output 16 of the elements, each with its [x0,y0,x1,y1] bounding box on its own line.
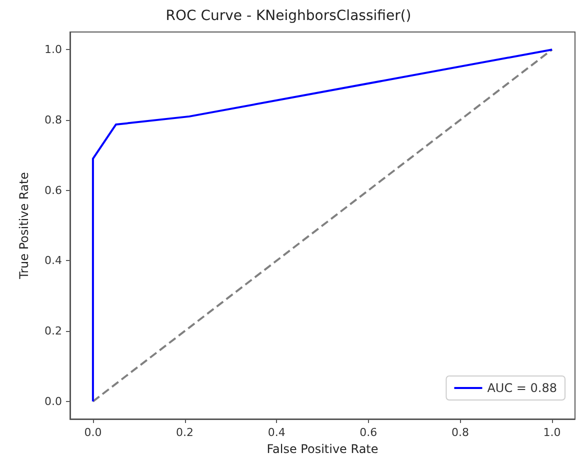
x-axis-title: False Positive Rate [266,442,378,456]
y-tick-label: 0.8 [44,113,62,126]
y-tick-label: 0.2 [44,324,62,338]
y-tick-label: 0.4 [44,254,62,268]
y-tick-label: 1.0 [44,43,62,56]
chart-title: ROC Curve - KNeighborsClassifier() [166,8,412,24]
legend-label: AUC = 0.88 [487,381,558,395]
x-tick-label: 0.6 [360,426,378,439]
y-tick-label: 0.6 [44,184,62,197]
x-tick-label: 0.2 [176,426,194,439]
y-axis-title: True Positive Rate [17,172,31,280]
x-tick-label: 0.4 [268,426,286,439]
x-tick-label: 0.0 [84,426,102,439]
x-tick-label: 0.8 [451,426,469,439]
y-tick-label: 0.0 [44,394,62,408]
x-tick-label: 1.0 [543,426,561,439]
